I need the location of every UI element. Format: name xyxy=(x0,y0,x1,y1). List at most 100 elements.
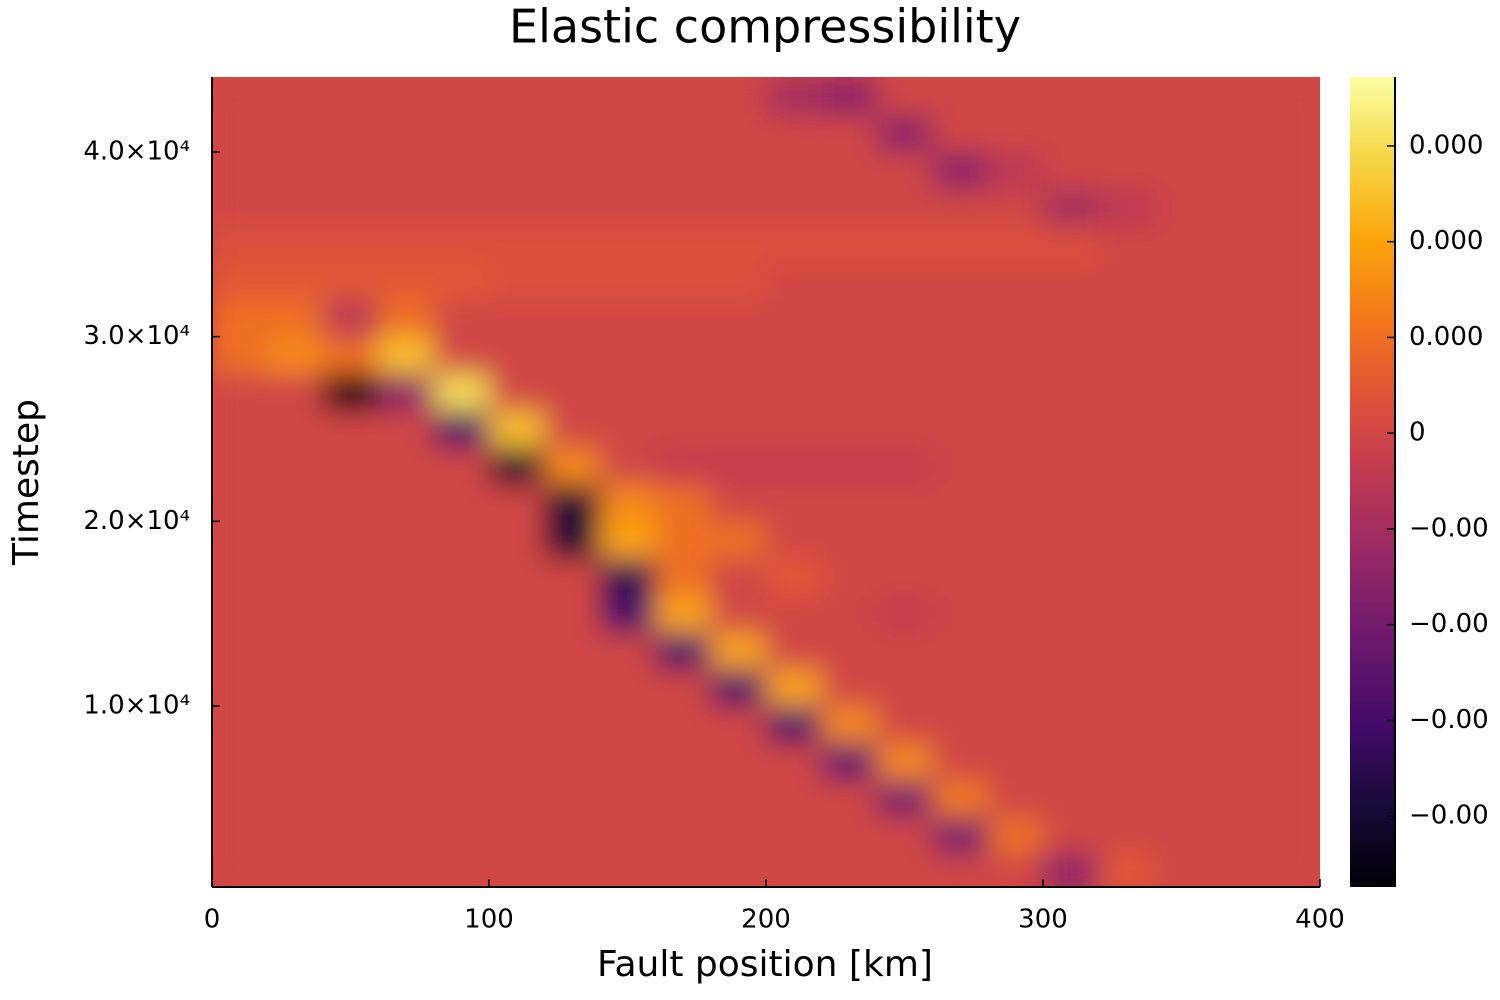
heatmap-cell xyxy=(710,558,767,596)
heatmap-cell xyxy=(932,336,989,375)
heatmap-cell xyxy=(544,632,601,670)
heatmap-cell xyxy=(267,742,324,781)
heatmap-cell xyxy=(378,706,435,744)
heatmap-cell xyxy=(987,78,1044,116)
heatmap-cell xyxy=(821,262,878,301)
heatmap-cell xyxy=(1098,816,1155,855)
heatmap-cell xyxy=(1043,373,1099,412)
heatmap-cell xyxy=(1264,595,1320,633)
heatmap-cell xyxy=(710,484,767,522)
heatmap-cell xyxy=(1153,336,1210,375)
heatmap-cell xyxy=(322,595,379,633)
heatmap-cell xyxy=(433,706,490,744)
heatmap-cell xyxy=(489,816,545,855)
heatmap-cell xyxy=(821,595,878,633)
colorbar-tick-label: −0.00 xyxy=(1409,513,1489,543)
heatmap-cell xyxy=(489,742,545,781)
heatmap-cell xyxy=(1098,373,1155,412)
heatmap-cell xyxy=(1153,742,1210,781)
heatmap-cell xyxy=(378,595,435,633)
heatmap-cell xyxy=(599,336,656,375)
heatmap-cell xyxy=(710,225,767,264)
heatmap-cell xyxy=(821,78,878,116)
heatmap-cell xyxy=(489,706,545,744)
heatmap-cell xyxy=(212,706,268,744)
heatmap-cell xyxy=(267,706,324,744)
heatmap-cell xyxy=(599,447,656,485)
heatmap-cell xyxy=(932,447,989,485)
heatmap-cell xyxy=(1153,484,1210,522)
heatmap-cell xyxy=(544,78,601,116)
heatmap-cell xyxy=(433,188,490,227)
heatmap-cell xyxy=(1264,262,1320,301)
heatmap-cell xyxy=(489,558,545,596)
heatmap-cell xyxy=(267,336,324,375)
heatmap-cell xyxy=(1043,78,1099,116)
heatmap-cell xyxy=(544,521,601,559)
heatmap-cell xyxy=(599,521,656,559)
heatmap-cell xyxy=(766,151,822,190)
heatmap-cell xyxy=(1098,632,1155,670)
heatmap-cell xyxy=(267,484,324,522)
heatmap-cell xyxy=(1098,779,1155,818)
heatmap-cell xyxy=(1153,78,1210,116)
colorbar-tick-label: −0.00 xyxy=(1409,705,1489,735)
heatmap-cell xyxy=(1043,225,1099,264)
heatmap-cell xyxy=(267,816,324,855)
heatmap-cell xyxy=(987,742,1044,781)
heatmap-cell xyxy=(544,742,601,781)
heatmap-cell xyxy=(876,779,933,818)
heatmap-cell xyxy=(710,410,767,448)
heatmap-cell xyxy=(322,188,379,227)
heatmap-cell xyxy=(987,853,1044,887)
heatmap-cell xyxy=(433,262,490,301)
heatmap-cell xyxy=(876,373,933,412)
heatmap-cell xyxy=(322,115,379,153)
heatmap-cell xyxy=(433,632,490,670)
heatmap-cell xyxy=(766,742,822,781)
heatmap-cell xyxy=(544,816,601,855)
heatmap-cell xyxy=(544,188,601,227)
heatmap-cell xyxy=(599,853,656,887)
heatmap-cell xyxy=(322,151,379,190)
heatmap-cell xyxy=(1098,484,1155,522)
heatmap-cell xyxy=(1153,669,1210,707)
heatmap-cell xyxy=(378,225,435,264)
heatmap-cell xyxy=(655,151,712,190)
heatmap-cell xyxy=(876,669,933,707)
heatmap-cell xyxy=(1264,742,1320,781)
heatmap-cell xyxy=(1098,410,1155,448)
heatmap-cell xyxy=(1209,262,1266,301)
heatmap-cell xyxy=(821,151,878,190)
heatmap-cell xyxy=(710,742,767,781)
heatmap-cell xyxy=(987,410,1044,448)
heatmap-cell xyxy=(1209,410,1266,448)
heatmap-cell xyxy=(322,669,379,707)
heatmap-cell xyxy=(544,115,601,153)
heatmap-cell xyxy=(1153,115,1210,153)
heatmap-cell xyxy=(1043,779,1099,818)
heatmap-cell xyxy=(655,742,712,781)
heatmap-cell xyxy=(433,853,490,887)
heatmap-cell xyxy=(876,410,933,448)
heatmap-cell xyxy=(821,299,878,338)
heatmap-cell xyxy=(821,410,878,448)
heatmap-cell xyxy=(821,816,878,855)
heatmap-cell xyxy=(1098,447,1155,485)
heatmap-cell xyxy=(1098,669,1155,707)
heatmap-cell xyxy=(766,779,822,818)
heatmap-cell xyxy=(1153,632,1210,670)
axes: 0 100 200 300 400 1.0×10⁴ 2.0×10⁴ 3.0×10⁴ 4.0×10… xyxy=(83,77,1489,935)
heatmap-cell xyxy=(599,78,656,116)
heatmap-cell xyxy=(433,373,490,412)
heatmap-cell xyxy=(987,669,1044,707)
heatmap-cell xyxy=(267,299,324,338)
heatmap-cell xyxy=(987,188,1044,227)
heatmap-cell xyxy=(987,706,1044,744)
heatmap-cell xyxy=(1209,484,1266,522)
colorbar-tick-label: −0.00 xyxy=(1409,801,1489,831)
heatmap-cell xyxy=(1043,115,1099,153)
heatmap-cell xyxy=(821,521,878,559)
heatmap-cell xyxy=(212,853,268,887)
heatmap-cell xyxy=(212,373,268,412)
